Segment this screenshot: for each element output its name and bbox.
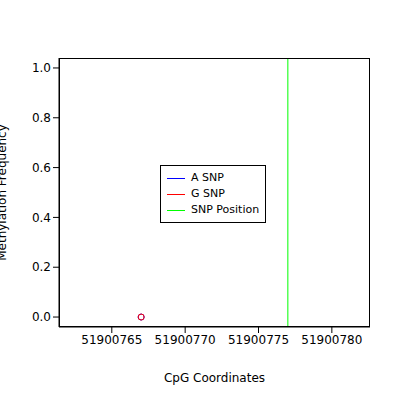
svg-text:0.0: 0.0 bbox=[32, 310, 51, 324]
svg-text:51900765: 51900765 bbox=[81, 333, 142, 347]
svg-text:0.8: 0.8 bbox=[32, 111, 51, 125]
svg-text:1.0: 1.0 bbox=[32, 61, 51, 75]
svg-text:CpG Coordinates: CpG Coordinates bbox=[164, 371, 265, 385]
html-text:G SNP: G SNP bbox=[191, 187, 225, 200]
svg-text:51900770: 51900770 bbox=[155, 333, 216, 347]
svg-text:51900780: 51900780 bbox=[301, 333, 362, 347]
svg-text:Methylation Frequency: Methylation Frequency bbox=[8, 124, 9, 261]
html-text:A SNP: A SNP bbox=[191, 171, 224, 184]
svg-text:51900775: 51900775 bbox=[228, 333, 289, 347]
svg-text:0.6: 0.6 bbox=[32, 161, 51, 175]
svg-text:0.2: 0.2 bbox=[32, 260, 51, 274]
html-text:SNP Position: SNP Position bbox=[191, 203, 260, 216]
svg-text:0.4: 0.4 bbox=[32, 211, 51, 225]
